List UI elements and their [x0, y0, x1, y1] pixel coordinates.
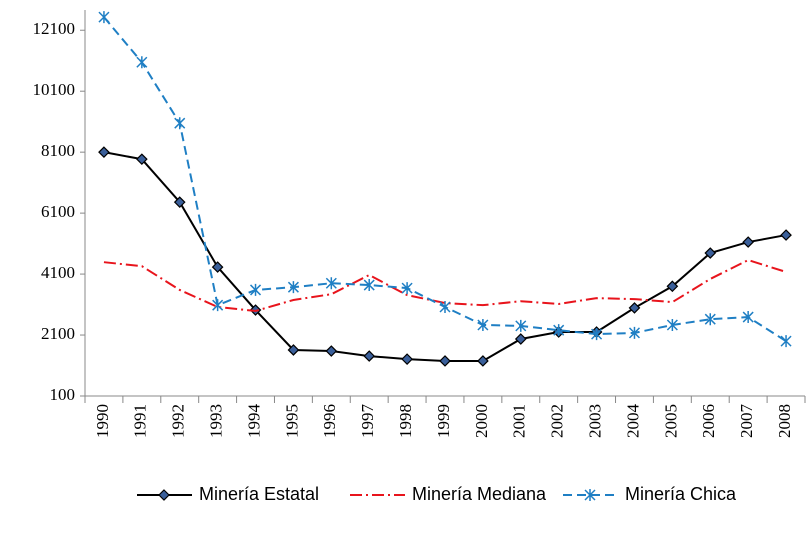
x-tick-label: 2004 [623, 404, 642, 439]
x-tick-label: 1991 [131, 404, 150, 438]
x-tick-label: 1994 [244, 404, 263, 439]
marker [98, 146, 110, 159]
marker [704, 247, 717, 259]
y-tick-label: 6100 [41, 202, 75, 221]
x-tick-label: 1990 [93, 404, 112, 438]
marker [742, 311, 754, 324]
legend-label: Minería Mediana [412, 484, 547, 504]
marker [211, 261, 224, 273]
x-tick-label: 1992 [169, 404, 188, 438]
marker [401, 353, 413, 365]
marker [135, 153, 148, 166]
y-tick-label: 2100 [41, 324, 75, 343]
x-tick-label: 2008 [775, 404, 794, 438]
marker [439, 300, 451, 313]
x-tick-label: 2005 [661, 404, 680, 438]
marker [780, 229, 792, 241]
x-tick-label: 2003 [585, 404, 604, 438]
marker [212, 299, 224, 312]
x-tick-label: 2002 [548, 404, 567, 438]
x-tick-label: 1996 [320, 404, 339, 438]
y-tick-label: 4100 [41, 263, 75, 282]
x-tick-label: 1997 [358, 404, 377, 439]
marker [136, 56, 148, 69]
marker [325, 277, 337, 290]
marker [553, 324, 565, 337]
marker [249, 283, 262, 296]
x-tick-label: 1993 [207, 404, 226, 438]
marker [742, 236, 755, 248]
marker [439, 355, 451, 367]
marker [666, 318, 678, 331]
marker [515, 319, 527, 332]
marker [401, 282, 413, 295]
marker [363, 279, 375, 292]
x-tick-label: 1999 [434, 404, 453, 438]
y-tick-label: 12100 [33, 19, 76, 38]
marker [780, 335, 792, 348]
marker [158, 489, 170, 501]
x-tick-label: 2001 [510, 404, 529, 438]
marker [628, 302, 641, 314]
series-line [103, 16, 787, 342]
series-line [103, 151, 787, 362]
legend-item: Minería Chica [563, 484, 737, 504]
x-tick-label: 2006 [699, 404, 718, 438]
marker [363, 350, 376, 362]
x-tick-label: 1995 [282, 404, 301, 438]
marker [325, 345, 338, 357]
marker [174, 117, 186, 130]
y-tick-label: 100 [50, 385, 76, 404]
marker [98, 11, 110, 24]
y-tick-label: 10100 [33, 80, 76, 99]
x-tick-label: 1998 [396, 404, 415, 438]
legend-label: Minería Estatal [199, 484, 319, 504]
marker [477, 355, 489, 367]
x-tick-label: 2007 [737, 404, 756, 439]
x-tick-label: 2000 [472, 404, 491, 438]
marker [514, 333, 527, 345]
legend-label: Minería Chica [625, 484, 737, 504]
marker [628, 326, 641, 339]
marker [584, 489, 596, 501]
y-tick-label: 8100 [41, 141, 75, 160]
marker [287, 281, 299, 294]
marker [704, 313, 716, 326]
marker [287, 344, 300, 356]
marker [591, 328, 603, 341]
legend-item: Minería Estatal [137, 484, 319, 504]
legend-item: Minería Mediana [350, 484, 547, 504]
marker [666, 280, 679, 293]
marker [173, 196, 186, 208]
marker [477, 318, 489, 331]
